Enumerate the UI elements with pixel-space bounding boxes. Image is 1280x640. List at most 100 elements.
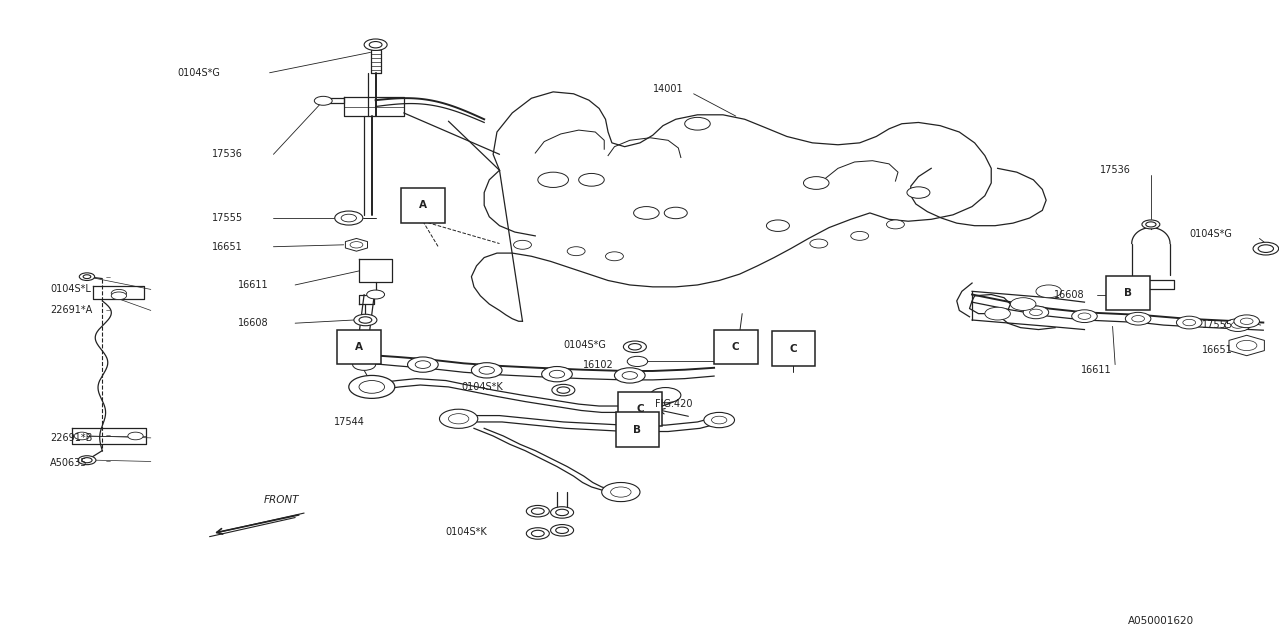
Circle shape <box>579 173 604 186</box>
Circle shape <box>364 39 387 51</box>
Text: C: C <box>636 404 644 414</box>
Circle shape <box>471 363 502 378</box>
Circle shape <box>1234 315 1260 328</box>
FancyBboxPatch shape <box>338 330 380 364</box>
Circle shape <box>804 177 829 189</box>
Circle shape <box>602 483 640 502</box>
Circle shape <box>557 387 570 394</box>
Circle shape <box>556 509 568 516</box>
Circle shape <box>851 232 869 241</box>
FancyBboxPatch shape <box>616 412 659 447</box>
Circle shape <box>1258 245 1274 252</box>
Circle shape <box>1125 312 1151 325</box>
Circle shape <box>664 207 687 219</box>
Text: 16651: 16651 <box>212 242 243 252</box>
Circle shape <box>111 292 127 300</box>
Circle shape <box>531 531 544 537</box>
Text: 16611: 16611 <box>1080 365 1111 374</box>
Text: 16651: 16651 <box>1202 345 1233 355</box>
Circle shape <box>342 214 356 222</box>
Text: 22691*A: 22691*A <box>50 305 92 316</box>
Circle shape <box>1231 322 1244 328</box>
Circle shape <box>82 458 92 463</box>
Text: 16608: 16608 <box>1053 289 1084 300</box>
Circle shape <box>1183 319 1196 326</box>
Circle shape <box>78 456 96 465</box>
Text: 0104S*G: 0104S*G <box>178 68 220 77</box>
Circle shape <box>887 220 905 229</box>
Circle shape <box>627 356 648 367</box>
Circle shape <box>538 172 568 188</box>
Circle shape <box>685 117 710 130</box>
Circle shape <box>1078 313 1091 319</box>
Circle shape <box>111 289 127 297</box>
Circle shape <box>448 413 468 424</box>
Text: 0104S*K: 0104S*K <box>445 527 488 536</box>
Text: 0104S*G: 0104S*G <box>563 340 607 351</box>
Text: B: B <box>634 424 641 435</box>
Circle shape <box>526 528 549 540</box>
Circle shape <box>552 385 575 396</box>
Text: FIG.420: FIG.420 <box>655 399 692 409</box>
Circle shape <box>650 388 681 403</box>
Circle shape <box>526 506 549 517</box>
Circle shape <box>1146 222 1156 227</box>
Circle shape <box>623 341 646 353</box>
Circle shape <box>1240 318 1253 324</box>
Circle shape <box>628 344 641 350</box>
Circle shape <box>704 412 735 428</box>
Circle shape <box>550 525 573 536</box>
Circle shape <box>767 220 790 232</box>
FancyBboxPatch shape <box>772 332 815 366</box>
Circle shape <box>1142 220 1160 229</box>
Circle shape <box>810 239 828 248</box>
Text: C: C <box>790 344 797 354</box>
Text: 17555: 17555 <box>1202 320 1233 330</box>
Text: 16608: 16608 <box>238 318 269 328</box>
Circle shape <box>128 432 143 440</box>
Circle shape <box>315 97 333 105</box>
Circle shape <box>1253 243 1279 255</box>
Text: 17536: 17536 <box>212 149 243 159</box>
FancyBboxPatch shape <box>714 330 758 364</box>
Circle shape <box>358 381 384 394</box>
Circle shape <box>908 187 931 198</box>
Text: 17555: 17555 <box>212 213 243 223</box>
Text: 16102: 16102 <box>582 360 613 370</box>
Polygon shape <box>346 239 367 251</box>
Circle shape <box>366 290 384 299</box>
Circle shape <box>79 273 95 280</box>
Circle shape <box>1023 306 1048 319</box>
Circle shape <box>549 371 564 378</box>
Circle shape <box>622 372 637 380</box>
Text: FRONT: FRONT <box>264 495 298 505</box>
Circle shape <box>556 527 568 534</box>
Text: A: A <box>355 342 364 352</box>
Circle shape <box>369 42 381 48</box>
Circle shape <box>74 432 90 440</box>
Text: C: C <box>732 342 740 352</box>
Text: 0104S*L: 0104S*L <box>50 284 91 294</box>
Circle shape <box>605 252 623 260</box>
Polygon shape <box>1229 335 1265 356</box>
Text: 14001: 14001 <box>653 84 684 94</box>
Circle shape <box>407 357 438 372</box>
Circle shape <box>1132 316 1144 322</box>
Text: B: B <box>1124 288 1132 298</box>
Circle shape <box>1010 298 1036 310</box>
Circle shape <box>984 307 1010 320</box>
Circle shape <box>352 359 375 371</box>
Circle shape <box>634 207 659 220</box>
Circle shape <box>353 314 376 326</box>
Text: A050001620: A050001620 <box>1128 616 1194 626</box>
Circle shape <box>479 367 494 374</box>
Text: 17544: 17544 <box>334 417 365 427</box>
Text: 17536: 17536 <box>1100 165 1130 175</box>
Text: 0104S*G: 0104S*G <box>1189 229 1233 239</box>
Circle shape <box>513 241 531 249</box>
FancyBboxPatch shape <box>401 188 444 223</box>
Circle shape <box>1029 309 1042 316</box>
Text: 16611: 16611 <box>238 280 269 290</box>
Circle shape <box>567 246 585 255</box>
Circle shape <box>1225 319 1251 332</box>
